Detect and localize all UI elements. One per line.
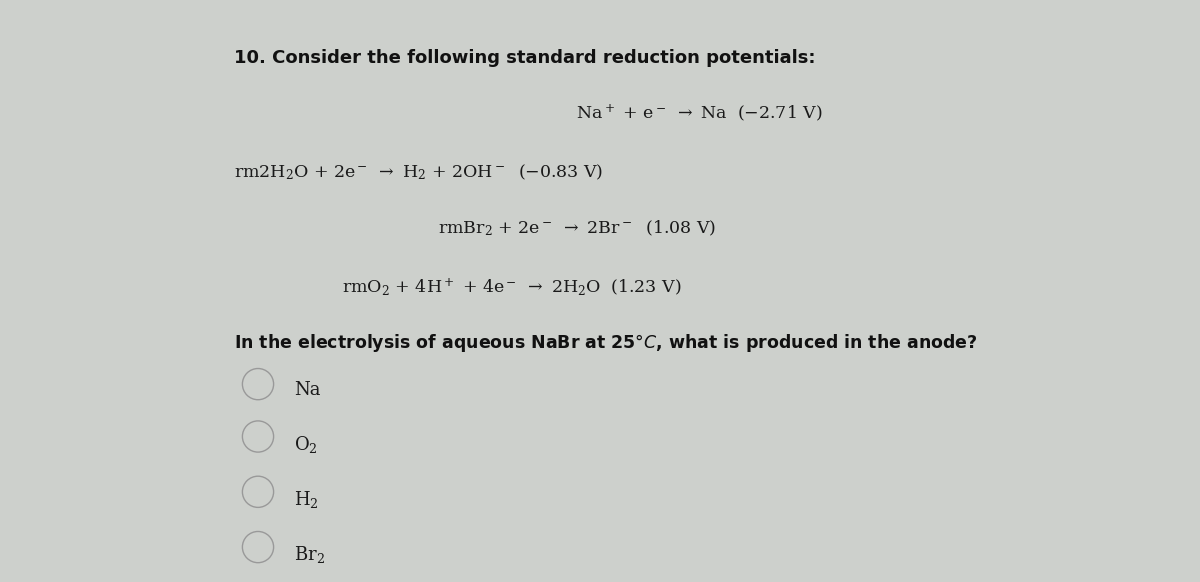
Text: Na: Na xyxy=(294,381,320,399)
Text: 10. Consider the following standard reduction potentials:: 10. Consider the following standard redu… xyxy=(234,49,816,68)
Text: In the electrolysis of aqueous NaBr at 25$\degree$$C$, what is produced in the a: In the electrolysis of aqueous NaBr at 2… xyxy=(234,332,978,354)
Text: O$_2$: O$_2$ xyxy=(294,434,318,455)
Text: rm2H$_2$O + 2e$^-$ $\rightarrow$ H$_2$ + 2OH$^-$  $(-0.83$ V$)$: rm2H$_2$O + 2e$^-$ $\rightarrow$ H$_2$ +… xyxy=(234,163,602,182)
Text: Br$_2$: Br$_2$ xyxy=(294,544,325,565)
Text: Na$^+$ + e$^-$ $\rightarrow$ Na  $(-2.71$ V$)$: Na$^+$ + e$^-$ $\rightarrow$ Na $(-2.71$… xyxy=(576,102,822,123)
Text: rmO$_2$ + 4H$^+$ + 4e$^-$ $\rightarrow$ 2H$_2$O  $(1.23$ V$)$: rmO$_2$ + 4H$^+$ + 4e$^-$ $\rightarrow$ … xyxy=(342,276,682,297)
Text: H$_2$: H$_2$ xyxy=(294,489,319,510)
Text: rmBr$_2$ + 2e$^-$ $\rightarrow$ 2Br$^-$  $(1.08$ V$)$: rmBr$_2$ + 2e$^-$ $\rightarrow$ 2Br$^-$ … xyxy=(438,218,716,237)
